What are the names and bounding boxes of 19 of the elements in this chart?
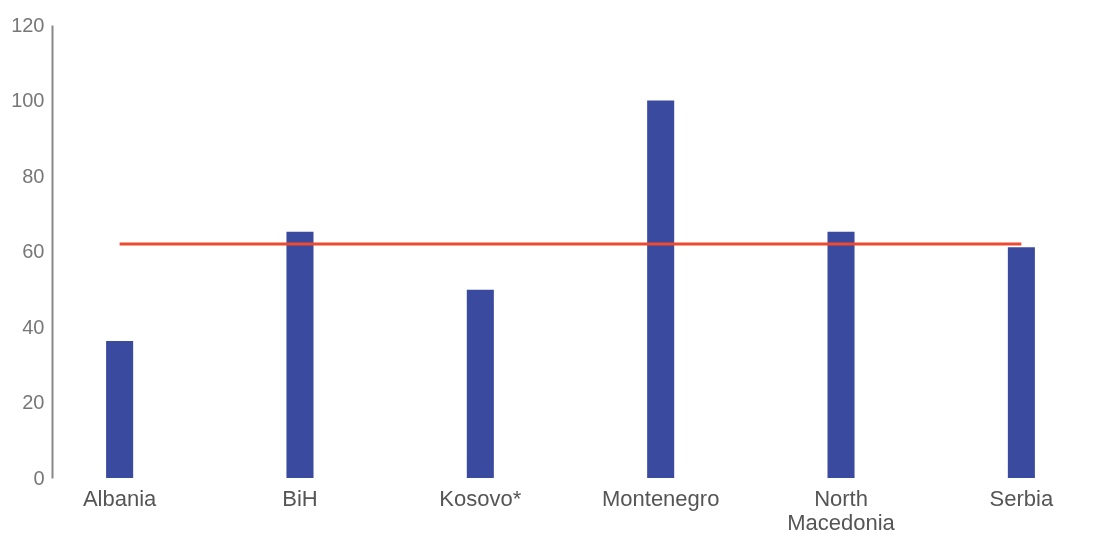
bar [466, 289, 494, 478]
y-tick-label: 80 [22, 164, 45, 187]
x-tick-label: Kosovo* [439, 485, 522, 511]
x-tick-label: Montenegro [601, 485, 720, 511]
y-tick-label: 60 [22, 240, 45, 262]
y-tick-label: 40 [22, 315, 45, 338]
bar [647, 100, 675, 478]
bar [1007, 247, 1035, 478]
y-tick-label: 120 [11, 13, 45, 36]
x-tick-label: BiH [282, 485, 318, 511]
bar [827, 231, 855, 478]
x-tick-label: North Macedonia [787, 485, 896, 535]
x-tick-label: Serbia [989, 485, 1054, 511]
y-tick-label: 20 [22, 391, 45, 413]
y-tick-label: 0 [33, 466, 45, 489]
y-tick-label: 100 [11, 89, 45, 111]
bar [106, 340, 134, 478]
bar [286, 231, 314, 478]
x-tick-label: Albania [82, 485, 158, 511]
